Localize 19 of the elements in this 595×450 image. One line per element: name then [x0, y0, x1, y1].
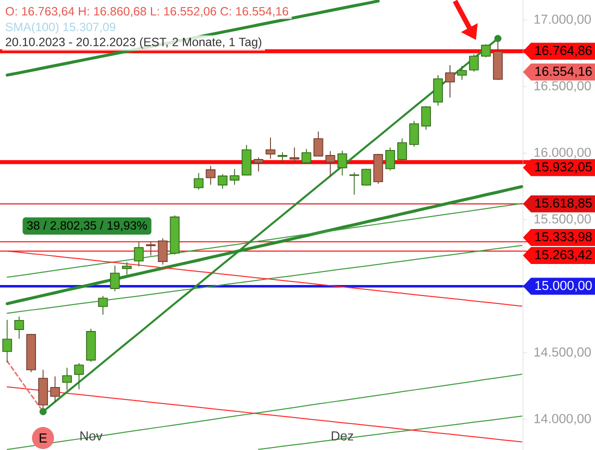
y-tick-label: 16.500,00: [534, 81, 591, 92]
text: 20.10.2023 - 20.12.2023 (EST, 2 Monate, 1 Tag): [6, 37, 262, 49]
annotation: 38 / 2.802,35 / 19,93%: [27, 220, 147, 232]
x-tick-label: Dez: [332, 431, 354, 440]
annotation: 16.554,16: [535, 66, 592, 78]
y-tick-label: 17.000,00: [534, 14, 591, 26]
ref-line-label: 15.263,42: [535, 250, 592, 261]
ref-line-label: 15.000,00: [535, 280, 592, 292]
y-tick-label: 14.000,00: [534, 414, 591, 425]
chart-title: O: 16.763,64 H: 16.860,68 L: 16.552,06 C: 16.554,16: [6, 7, 288, 17]
ref-line-label: 15.932,05: [535, 162, 592, 173]
y-tick-label: 15.500,00: [534, 214, 591, 226]
annotation: E: [40, 434, 47, 442]
ref-line-label: 16.764,86: [535, 46, 592, 57]
ref-line-label: 15.333,98: [535, 232, 592, 243]
ref-line-label: 15.618,85: [535, 198, 592, 210]
annotation: SMA(100) 15.307,09: [6, 22, 116, 34]
y-tick-label: 16.000,00: [534, 148, 591, 158]
y-tick-label: 14.500,00: [534, 347, 591, 358]
